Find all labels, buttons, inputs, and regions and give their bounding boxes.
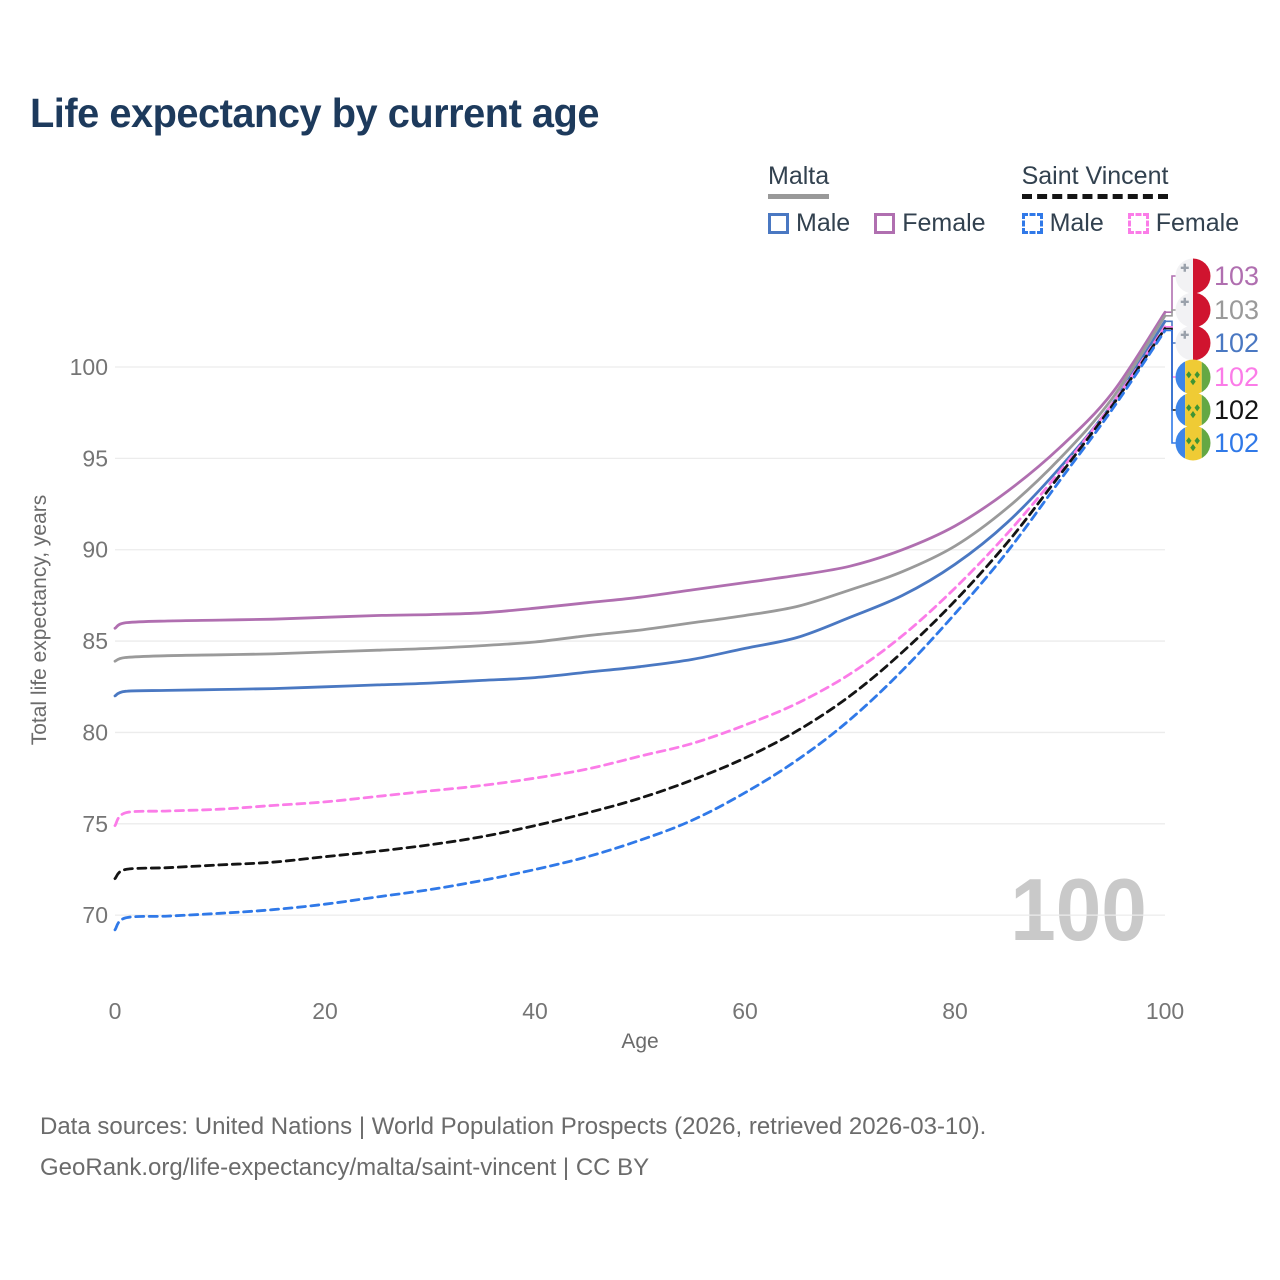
y-tick-label-80: 80 — [82, 719, 108, 745]
diamond-icon — [1190, 378, 1196, 386]
x-tick-label-20: 20 — [312, 998, 338, 1024]
legend-group-title-malta: Malta — [768, 162, 830, 199]
y-tick-label-100: 100 — [70, 354, 108, 380]
legend-group-title-saint-vincent: Saint Vincent — [1021, 162, 1169, 199]
saint-vincent-flag-icon — [1175, 359, 1211, 395]
y-tick-label-70: 70 — [82, 902, 108, 928]
malta-george-cross-icon — [1180, 330, 1189, 339]
end-label-saint-vincent-male: 102 — [1214, 428, 1259, 458]
diamond-icon — [1186, 404, 1192, 412]
footer: Data sources: United Nations | World Pop… — [40, 1106, 986, 1188]
series-line-saint-vincent-total[interactable] — [113, 327, 1167, 880]
x-tick-label-80: 80 — [942, 998, 968, 1024]
malta-george-cross-icon — [1180, 297, 1189, 306]
page-title: Life expectancy by current age — [30, 90, 599, 136]
y-axis-title: Total life expectancy, years — [28, 495, 51, 746]
legend-item-saint-vincent-male[interactable]: Male — [1021, 209, 1104, 238]
malta-flag-icon — [1175, 258, 1211, 294]
diamond-icon — [1190, 444, 1196, 452]
series-line-saint-vincent-male[interactable] — [113, 329, 1167, 932]
series-line-malta-male[interactable] — [113, 319, 1167, 698]
y-tick-label-75: 75 — [82, 811, 108, 837]
x-tick-label-40: 40 — [522, 998, 548, 1024]
malta-flag-icon — [1175, 292, 1211, 328]
saint-vincent-flag-icon — [1175, 392, 1211, 428]
legend-item-saint-vincent-female[interactable]: Female — [1127, 209, 1239, 238]
y-tick-label-90: 90 — [82, 537, 108, 563]
end-label-saint-vincent-total: 102 — [1214, 395, 1259, 425]
legend-item-malta-male[interactable]: Male — [768, 209, 850, 238]
end-label-saint-vincent-female: 102 — [1214, 362, 1259, 392]
diamond-icon — [1186, 437, 1192, 445]
series-line-malta-total[interactable] — [113, 314, 1167, 663]
end-connector-saint-vincent-male — [1166, 329, 1176, 444]
legend: Malta Male Female Saint Vincent Male Fem… — [768, 162, 1239, 238]
attribution-text: GeoRank.org/life-expectancy/malta/saint-… — [40, 1154, 650, 1181]
x-tick-label-0: 0 — [109, 998, 122, 1024]
end-label-malta-female: 103 — [1214, 261, 1259, 291]
end-connector-malta-female — [1166, 275, 1176, 313]
legend-group-malta: Malta Male Female — [768, 162, 986, 238]
diamond-icon — [1194, 404, 1200, 412]
age-watermark: 100 — [1010, 860, 1147, 959]
diamond-icon — [1194, 371, 1200, 379]
end-connector-malta-male — [1166, 320, 1176, 344]
diamond-icon — [1194, 437, 1200, 445]
end-connector-malta-total — [1166, 309, 1176, 317]
series-line-saint-vincent-female[interactable] — [113, 325, 1167, 827]
end-connector-saint-vincent-total — [1166, 327, 1176, 411]
data-sources-text: Data sources: United Nations | World Pop… — [40, 1113, 987, 1140]
end-connector-saint-vincent-female — [1166, 326, 1176, 378]
malta-female-swatch-icon — [874, 213, 896, 234]
y-tick-label-85: 85 — [82, 628, 108, 654]
saint-vincent-female-swatch-icon — [1127, 213, 1149, 234]
y-tick-label-95: 95 — [82, 445, 108, 471]
legend-group-saint-vincent: Saint Vincent Male Female — [1021, 162, 1239, 238]
malta-george-cross-icon — [1180, 263, 1189, 272]
malta-flag-icon — [1175, 325, 1211, 361]
x-tick-label-60: 60 — [732, 998, 758, 1024]
malta-male-swatch-icon — [768, 213, 789, 234]
saint-vincent-flag-icon — [1175, 425, 1211, 461]
legend-item-malta-female[interactable]: Female — [874, 209, 986, 238]
x-tick-label-100: 100 — [1146, 998, 1184, 1024]
saint-vincent-male-swatch-icon — [1021, 213, 1043, 234]
series-line-malta-female[interactable] — [113, 310, 1167, 630]
x-axis-title: Age — [621, 1030, 658, 1053]
end-label-malta-total: 103 — [1214, 295, 1259, 325]
diamond-icon — [1186, 371, 1192, 379]
diamond-icon — [1190, 411, 1196, 419]
end-label-malta-male: 102 — [1214, 328, 1259, 358]
